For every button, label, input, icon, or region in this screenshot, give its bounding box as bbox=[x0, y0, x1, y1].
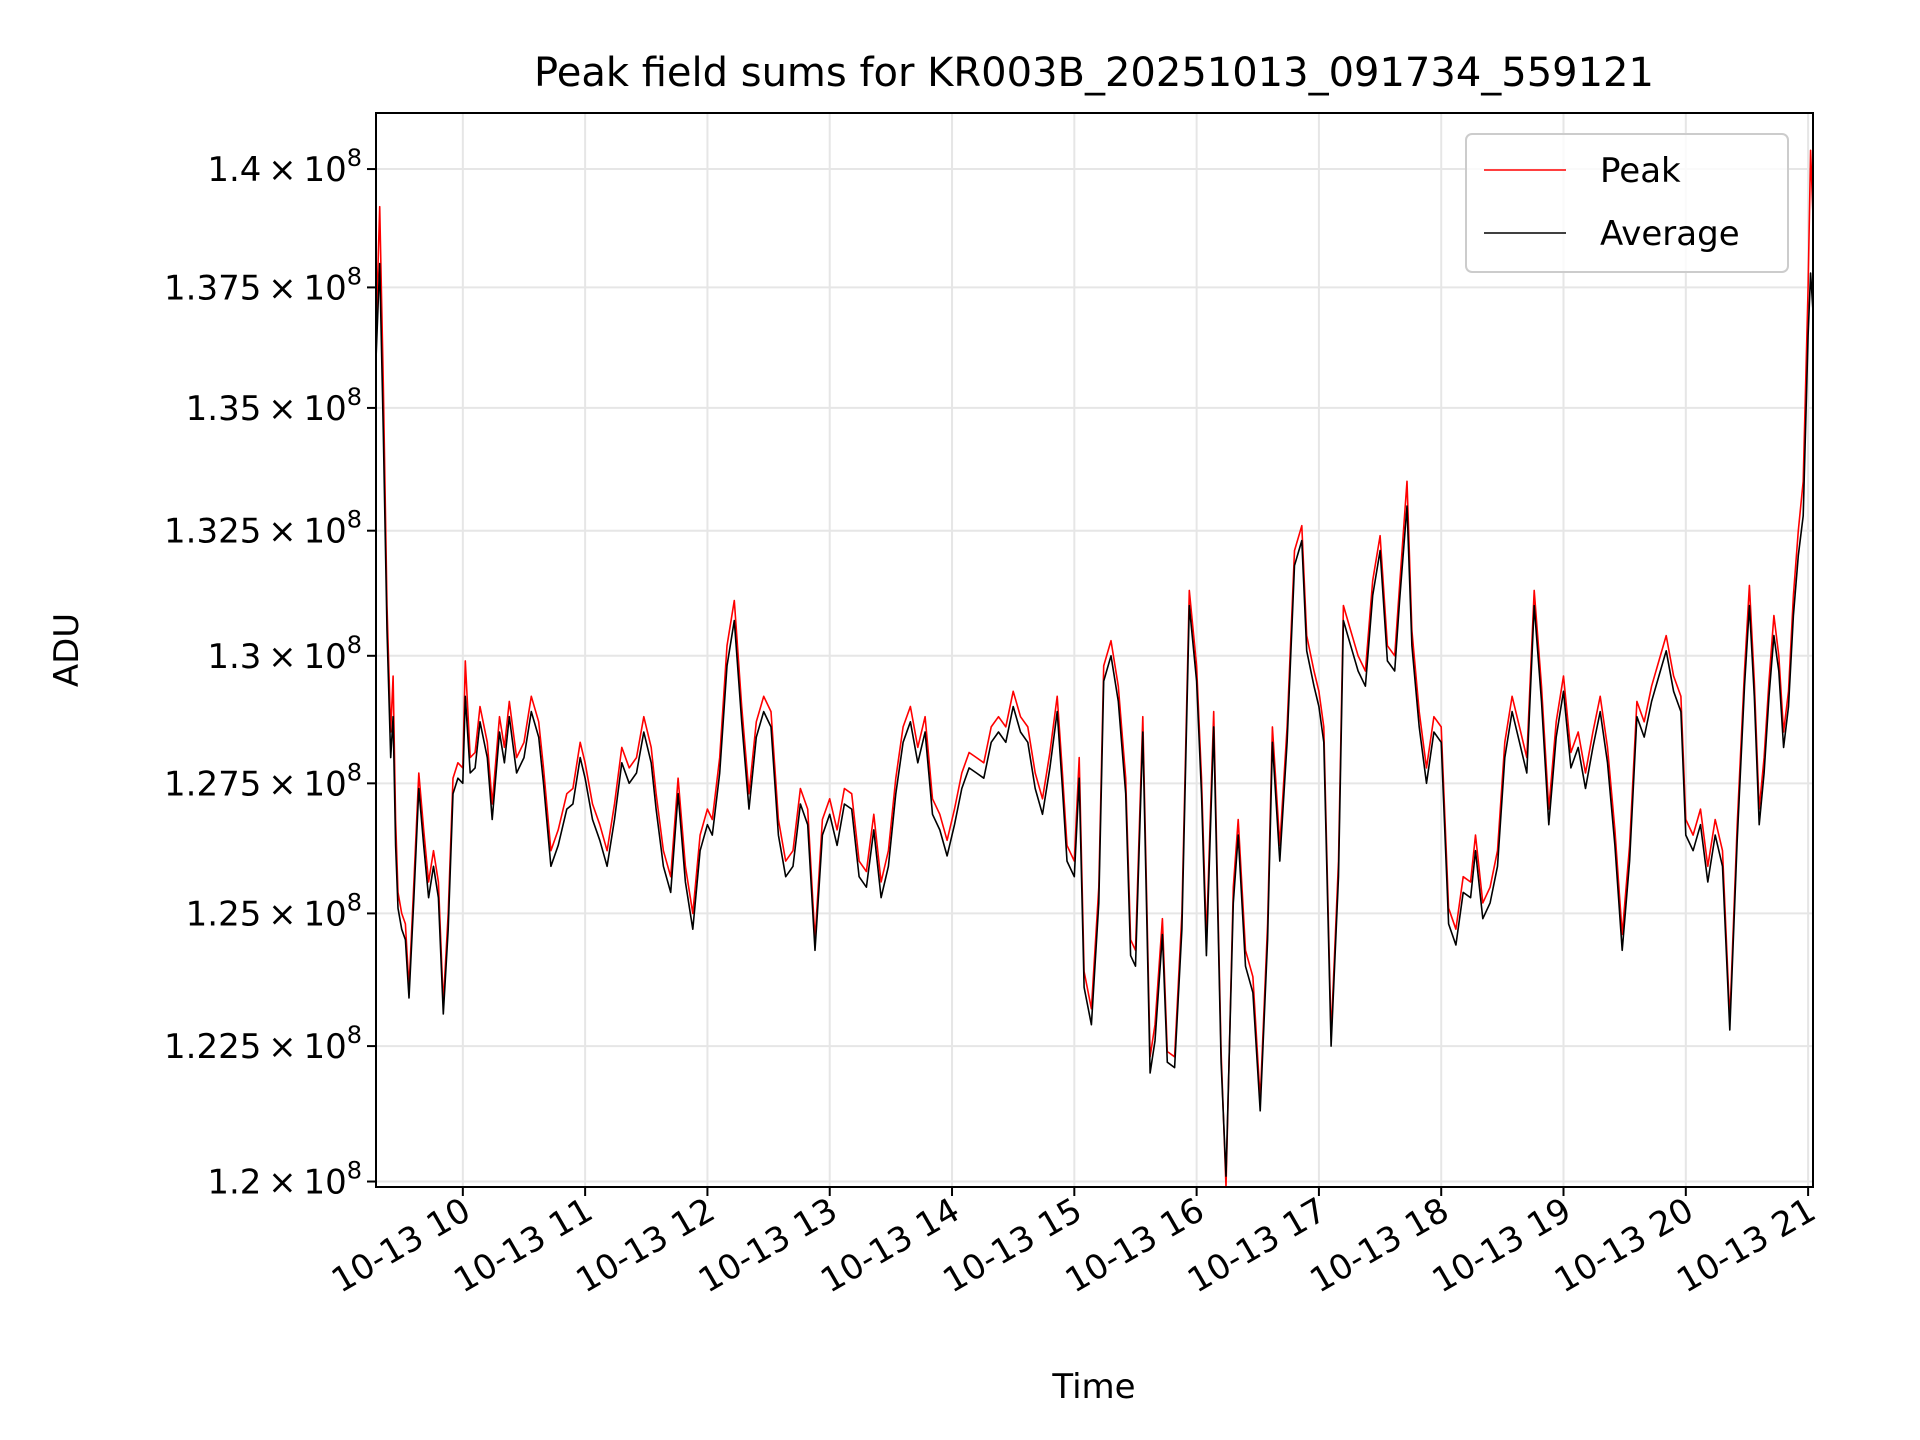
y-axis-ticks: 1.2 × 108 1.225 × 108 1.25 × 108 1.275 × 10… bbox=[164, 144, 376, 1203]
y-tick-label: 1.25 × 108 bbox=[186, 888, 362, 934]
plot-frame bbox=[375, 112, 1814, 1188]
y-tick-label: 1.375 × 108 bbox=[164, 262, 362, 308]
gridlines bbox=[376, 113, 1813, 1187]
legend-label-peak: Peak bbox=[1600, 151, 1681, 191]
y-axis-label: ADU bbox=[47, 613, 87, 687]
legend-box bbox=[1465, 133, 1789, 273]
y-tick-label: 1.2 × 108 bbox=[207, 1157, 362, 1203]
y-tick-label: 1.4 × 108 bbox=[207, 144, 362, 190]
y-tick-label: 1.3 × 108 bbox=[207, 631, 362, 677]
legend-label-average: Average bbox=[1600, 214, 1740, 254]
chart-title: Peak field sums for KR003B_20251013_0917… bbox=[534, 50, 1654, 96]
plot-series bbox=[376, 149, 1813, 1187]
y-tick-label: 1.325 × 108 bbox=[164, 506, 362, 552]
x-axis-label: Time bbox=[1051, 1367, 1135, 1407]
y-tick-label: 1.225 × 108 bbox=[164, 1021, 362, 1067]
legend: Peak Average bbox=[1465, 133, 1789, 273]
series-line-average bbox=[376, 262, 1813, 1177]
y-tick-label: 1.275 × 108 bbox=[164, 758, 362, 804]
y-tick-label: 1.35 × 108 bbox=[186, 383, 362, 429]
